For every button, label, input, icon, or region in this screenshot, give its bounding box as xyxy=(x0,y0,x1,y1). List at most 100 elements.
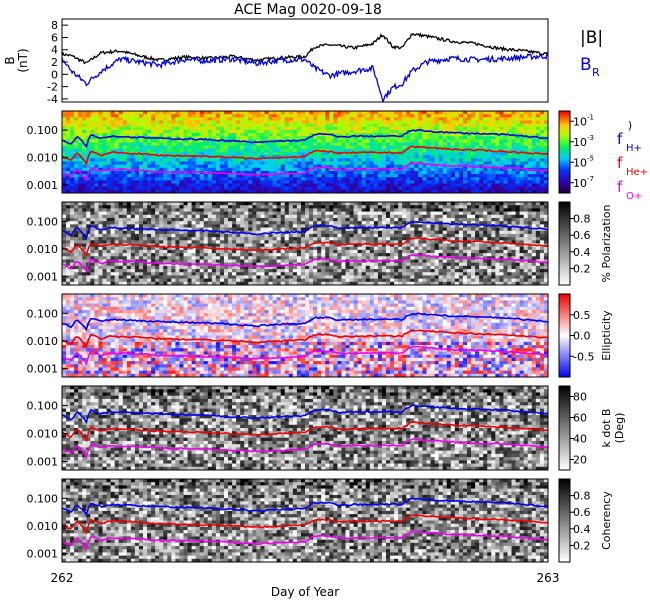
panel-coherency: 0.001 0.010 0.100 0.8 0.6 0.4 0.2 Coherency xyxy=(27,478,613,563)
y-tick-label-ellipticity: 0.010 xyxy=(27,335,59,348)
colorbar-label-polarization: % Polarization xyxy=(600,205,613,283)
gyro-line-H-polarization xyxy=(61,220,549,241)
gyro-line-H-coherency xyxy=(61,497,549,517)
colorbar-tick-label-power: 10 xyxy=(573,115,587,128)
colorbar-tick-exp-power: -7 xyxy=(587,175,594,183)
y-tick-label-polarization: 0.001 xyxy=(27,271,59,284)
y-tick-label-kdotb: 0.010 xyxy=(27,428,59,441)
y-tick-label-power: 0.100 xyxy=(27,124,59,137)
colorbar-polarization xyxy=(558,201,571,286)
colorbar-tick-label-ellipticity: 0.5 xyxy=(573,309,591,322)
colorbar-tick-label-polarization: 0.8 xyxy=(573,213,591,226)
colorbar-tick-exp-power: -3 xyxy=(587,134,594,142)
legend-fo: f xyxy=(617,178,623,196)
colorbar-tick-label-ellipticity: -0.5 xyxy=(573,350,594,363)
legend-fhe: f xyxy=(617,154,623,172)
legend-b-radial-sub: R xyxy=(592,66,600,79)
y-tick-label-polarization: 0.100 xyxy=(27,215,59,228)
y-tick-label-coherency: 0.010 xyxy=(27,520,59,533)
colorbar-tick-label-polarization: 0.4 xyxy=(573,246,591,259)
colorbar-label-coherency: Coherency xyxy=(600,491,613,550)
y-tick-label-ellipticity: 0.001 xyxy=(27,363,59,376)
gyro-line-H-power xyxy=(61,129,549,149)
panel-frame-power xyxy=(61,110,549,194)
gyro-line-O-power xyxy=(61,162,549,182)
y-tick-label-coherency: 0.100 xyxy=(27,492,59,505)
legend-b-magnitude: |B| xyxy=(580,28,603,48)
panel-frame-polarization xyxy=(61,201,549,286)
y-tick-label-kdotb: 0.100 xyxy=(27,400,59,413)
colorbar-tick-exp-power: -1 xyxy=(587,113,594,121)
y-tick-label-field: 6 xyxy=(51,31,58,44)
panel-kdotb: 0.001 0.010 0.100 80 60 40 20 k dot B (Deg) xyxy=(27,385,626,471)
legend-fo-sub: O+ xyxy=(626,191,642,202)
colorbar-ellipticity xyxy=(558,293,571,378)
colorbar-label-power: ) xyxy=(628,119,632,132)
colorbar-tick-label-kdotb: 60 xyxy=(573,412,587,425)
colorbar-tick-label-polarization: 0.6 xyxy=(573,229,591,242)
gyro-line-O-kdotb xyxy=(61,437,549,460)
colorbar-tick-label-kdotb: 80 xyxy=(573,391,587,404)
colorbar-label-ellipticity: Ellipticity xyxy=(600,310,613,361)
y-tick-label-ellipticity: 0.100 xyxy=(27,307,59,320)
gyro-line-O-polarization xyxy=(61,254,549,273)
y-tick-label-field: -4 xyxy=(47,93,58,106)
panel-ellipticity: 0.001 0.010 0.100 0.5 0.0 -0.5 Ellipticity xyxy=(27,293,613,378)
legend-fh: f xyxy=(617,130,623,148)
gyro-line-O-ellipticity xyxy=(61,345,549,366)
gyro-line-O-coherency xyxy=(61,530,549,552)
colorbar-tick-label-ellipticity: 0.0 xyxy=(573,330,591,343)
colorbar-label2-kdotb: (Deg) xyxy=(613,413,626,444)
y-tick-label-kdotb: 0.001 xyxy=(27,456,59,469)
gyro-line-He-ellipticity xyxy=(61,329,549,349)
colorbar-tick-label-power: 10 xyxy=(573,177,587,190)
x-axis-label: Day of Year xyxy=(271,585,339,599)
series-line-b-radial xyxy=(61,52,549,104)
series-line-b-magnitude xyxy=(61,32,549,65)
y-axis-label-bottom: (nT) xyxy=(16,48,30,72)
y-tick-label-field: 8 xyxy=(51,19,58,32)
colorbar-tick-exp-power: -5 xyxy=(587,154,594,162)
colorbar-tick-label-coherency: 0.6 xyxy=(573,506,591,519)
colorbar-tick-label-kdotb: 40 xyxy=(573,433,587,446)
y-tick-label-coherency: 0.001 xyxy=(27,548,59,561)
gyro-line-He-coherency xyxy=(61,514,549,535)
y-tick-label-field: 2 xyxy=(51,56,58,69)
y-tick-label-power: 0.001 xyxy=(27,179,59,192)
x-tick-label-end: 263 xyxy=(537,571,560,585)
gyro-line-H-kdotb xyxy=(61,404,549,425)
gyro-line-He-kdotb xyxy=(61,421,549,443)
gyro-line-H-ellipticity xyxy=(61,312,549,332)
colorbar-tick-label-coherency: 0.8 xyxy=(573,490,591,503)
colorbar-kdotb xyxy=(558,385,571,471)
colorbar-coherency xyxy=(558,478,571,563)
colorbar-tick-label-kdotb: 20 xyxy=(573,454,587,467)
panel-frame-kdotb xyxy=(61,385,549,471)
y-tick-label-power: 0.010 xyxy=(27,151,59,164)
panel-frame-ellipticity xyxy=(61,293,549,378)
colorbar-label-kdotb: k dot B xyxy=(600,409,613,448)
colorbar-tick-label-power: 10 xyxy=(573,156,587,169)
x-tick-label-start: 262 xyxy=(51,571,74,585)
y-tick-label-field: -2 xyxy=(47,81,58,94)
y-tick-label-polarization: 0.010 xyxy=(27,243,59,256)
spectrogram-coherency xyxy=(62,479,549,563)
legend-b-radial: B xyxy=(580,55,592,75)
colorbar-tick-label-polarization: 0.2 xyxy=(573,262,591,275)
gyro-line-He-power xyxy=(61,145,549,166)
legend-fh-sub: H+ xyxy=(626,143,642,154)
chart-title: ACE Mag 0020-09-18 xyxy=(234,2,382,18)
legend-fhe-sub: He+ xyxy=(626,167,648,178)
panel-frame-coherency xyxy=(61,478,549,563)
panel-polarization: 0.001 0.010 0.100 0.8 0.6 0.4 0.2 % Polarizatio… xyxy=(27,201,613,286)
colorbar-tick-label-coherency: 0.2 xyxy=(573,539,591,552)
spectrogram-ellipticity xyxy=(62,294,549,378)
colorbar-power xyxy=(558,110,571,194)
panel-frame-field xyxy=(61,18,549,103)
y-tick-label-field: 0 xyxy=(51,68,58,81)
y-tick-label-field: 4 xyxy=(51,44,58,57)
spectrogram-power xyxy=(62,111,549,194)
